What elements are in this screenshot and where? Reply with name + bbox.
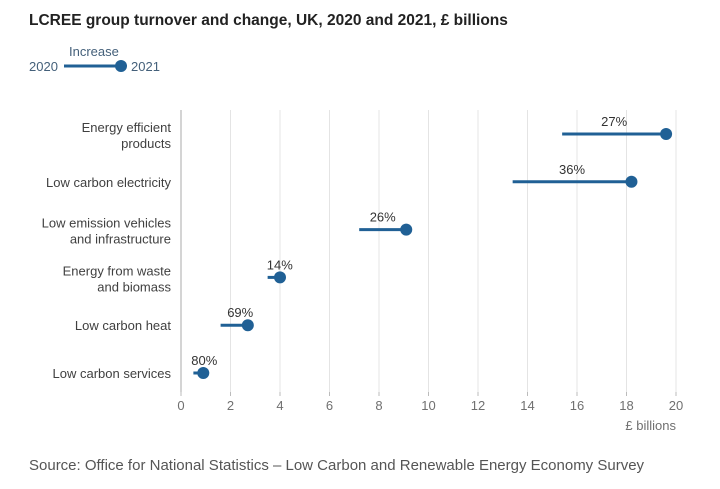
change-label: 80%	[191, 353, 217, 368]
change-label: 36%	[559, 162, 585, 177]
category-label: Energy from waste	[63, 263, 171, 278]
chart-title: LCREE group turnover and change, UK, 202…	[29, 12, 508, 29]
value-2021-dot	[274, 271, 286, 284]
category-label: Low emission vehicles	[42, 216, 172, 231]
category-label: Low carbon services	[53, 366, 172, 381]
x-axis-label: £ billions	[625, 418, 676, 433]
legend-end-label: 2021	[131, 59, 160, 74]
category-label: and biomass	[97, 279, 171, 294]
x-tick-label: 4	[276, 398, 283, 413]
value-2021-dot	[400, 223, 413, 236]
category-label: Energy efficient	[82, 120, 172, 135]
value-2021-dot	[241, 319, 254, 332]
change-label: 26%	[370, 210, 396, 225]
source-note: Source: Office for National Statistics –…	[29, 457, 645, 474]
legend-start-label: 2020	[29, 59, 58, 74]
value-2021-dot	[625, 175, 638, 188]
legend-increase-label: Increase	[69, 44, 119, 59]
x-tick-label: 18	[619, 398, 633, 413]
x-tick-label: 2	[227, 398, 234, 413]
x-tick-label: 6	[326, 398, 333, 413]
category-label: products	[121, 136, 171, 151]
value-2021-dot	[660, 128, 673, 140]
x-tick-label: 16	[570, 398, 584, 413]
x-tick-label: 0	[177, 398, 184, 413]
change-label: 69%	[227, 305, 253, 320]
category-label: Low carbon heat	[75, 318, 172, 333]
legend-dot	[115, 60, 127, 72]
value-2021-dot	[197, 367, 210, 379]
x-tick-label: 8	[375, 398, 382, 413]
category-label: Low carbon electricity	[46, 175, 171, 190]
change-label: 27%	[601, 114, 627, 129]
x-tick-label: 20	[669, 398, 683, 413]
x-tick-label: 10	[421, 398, 435, 413]
x-tick-label: 12	[471, 398, 485, 413]
change-label: 14%	[267, 257, 293, 272]
category-label: and infrastructure	[70, 232, 171, 247]
x-tick-label: 14	[520, 398, 534, 413]
